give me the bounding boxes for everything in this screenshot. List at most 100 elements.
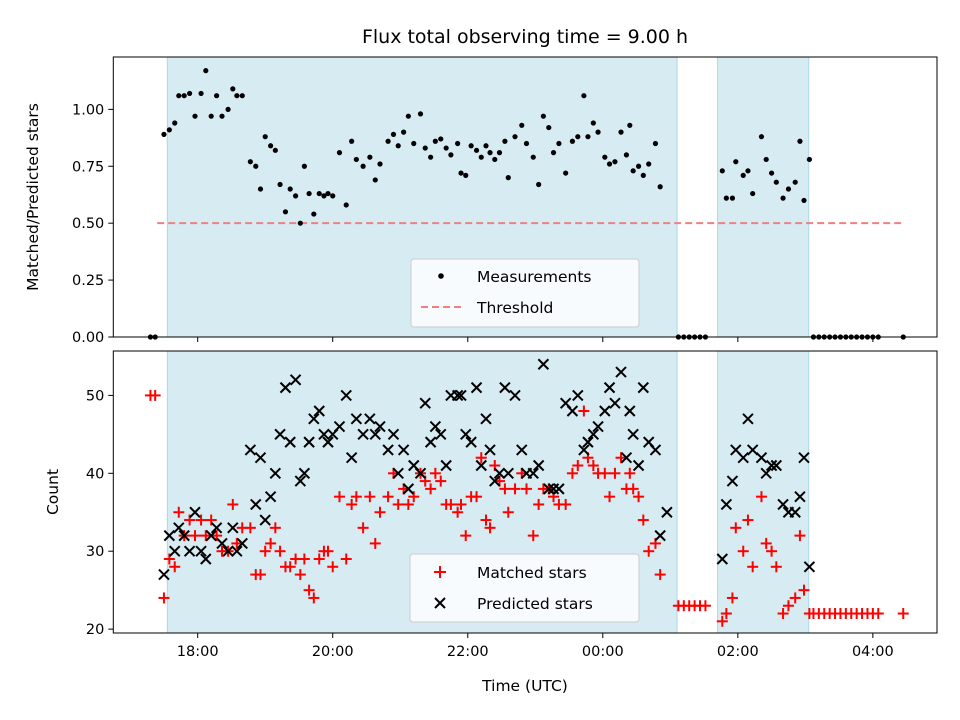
predicted-point (543, 483, 555, 495)
matched-point (402, 498, 414, 510)
matched-point (392, 498, 404, 510)
measurement-point (468, 143, 474, 149)
measurement-point (502, 138, 508, 144)
measurement-point (422, 145, 428, 151)
x-tick-label: 18:00 (177, 644, 219, 660)
measurement-point (262, 134, 268, 140)
predicted-point (350, 413, 363, 425)
predicted-point (250, 498, 262, 511)
top-axes-frame (112, 56, 938, 338)
measurement-point (268, 143, 274, 149)
matched-point (609, 467, 621, 479)
measurement-point (740, 172, 746, 178)
measurement-point (723, 195, 729, 201)
measurement-point (448, 152, 454, 158)
measurement-point (563, 170, 569, 176)
measurement-point (405, 113, 411, 119)
measurement-point (172, 120, 178, 126)
measurement-point (443, 145, 449, 151)
predicted-point (189, 506, 201, 518)
bottom-legend: Matched stars Predicted stars (409, 553, 640, 623)
predicted-point (499, 381, 511, 394)
measurement-point (253, 163, 259, 169)
measurement-point (652, 140, 659, 147)
matched-point (578, 405, 590, 417)
predicted-point (777, 498, 789, 511)
matched-point (502, 506, 514, 518)
measurement-point (166, 127, 172, 133)
measurement-point (492, 156, 498, 163)
measurement-point (473, 147, 480, 153)
predicted-point (649, 444, 662, 456)
bottom-y-axis-label: Count (44, 469, 62, 515)
predicted-point (313, 405, 325, 417)
matched-point (269, 522, 281, 534)
measurement-point (768, 170, 775, 176)
matched-stars-series (144, 389, 909, 627)
predicted-point (435, 428, 447, 441)
chart-title: Flux total observing time = 9.00 h (362, 26, 688, 48)
measurement-point (595, 129, 601, 135)
predicted-point (627, 428, 639, 441)
measurement-point (219, 113, 225, 119)
matched-point (624, 467, 636, 479)
measurement-point (733, 159, 739, 165)
measurement-point (181, 93, 187, 99)
matched-point (560, 498, 572, 510)
predicted-point (803, 561, 816, 573)
shaded-interval (717, 350, 810, 634)
measurement-point (581, 93, 587, 99)
predicted-point (755, 452, 768, 464)
measurement-point (612, 159, 618, 165)
y-tick-label: 0.25 (72, 273, 104, 289)
matched-point (369, 537, 381, 549)
predicted-point (566, 405, 579, 417)
measurement-point (395, 143, 401, 149)
measurement-point (540, 113, 546, 119)
matched-point (429, 467, 441, 479)
measurement-point (297, 220, 303, 226)
measurement-point (401, 129, 407, 135)
matched-point (445, 498, 457, 510)
predicted-point (322, 436, 334, 448)
matched-point (499, 483, 511, 495)
predicted-point (516, 444, 528, 456)
predicted-point (308, 413, 320, 425)
measurement-point (550, 150, 557, 156)
predicted-point (726, 475, 739, 487)
matched-point (254, 569, 266, 581)
measurement-point (203, 68, 209, 74)
matched-point (604, 491, 616, 503)
bottom-x-axis: 18:00 20:00 22:00 00:00 02:00 04:00 (177, 633, 894, 660)
predicted-point (183, 545, 196, 557)
measurement-point (546, 124, 552, 131)
predicted-point (632, 459, 645, 472)
matched-point (284, 561, 296, 573)
predicted-point (222, 545, 234, 557)
matched-point (527, 530, 539, 542)
measurement-point (512, 134, 518, 140)
matched-point (200, 530, 212, 542)
matched-point (231, 537, 243, 549)
matched-point (158, 592, 170, 604)
matched-point (327, 561, 339, 573)
measurement-point (745, 168, 751, 174)
matched-point (189, 530, 201, 542)
measurement-point (438, 136, 444, 142)
measurement-point (523, 140, 530, 147)
matched-point (227, 498, 239, 510)
predicted-point (502, 467, 514, 480)
matched-point (777, 608, 789, 620)
matched-point (643, 545, 655, 557)
predicted-point (620, 452, 633, 464)
predicted-point (289, 374, 302, 386)
y-tick-label: 50 (86, 388, 104, 404)
top-legend-frame (410, 258, 640, 328)
matched-point (322, 545, 334, 557)
y-tick-label: 40 (86, 466, 104, 482)
matched-point (760, 537, 772, 549)
measurement-point (556, 140, 562, 147)
predicted-point (244, 444, 257, 456)
legend-measurements-marker (438, 273, 444, 279)
